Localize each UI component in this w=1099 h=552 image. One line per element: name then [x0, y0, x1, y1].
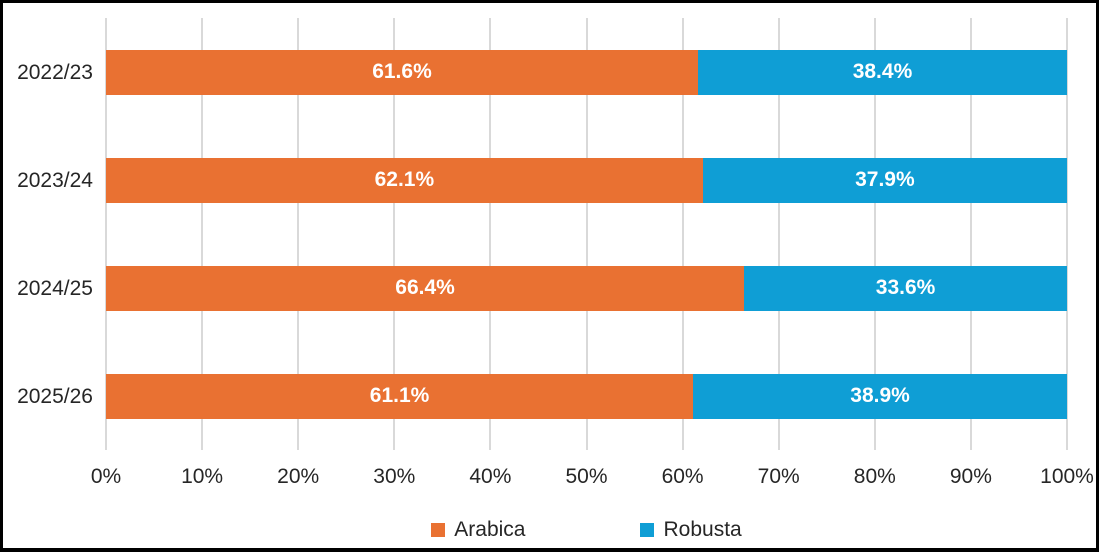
bar-segment-arabica: 61.6% — [106, 49, 698, 95]
x-tick-label: 10% — [181, 465, 224, 488]
x-tick-label: 70% — [757, 465, 800, 488]
data-label: 66.4% — [395, 276, 455, 299]
gridline — [777, 18, 780, 450]
legend-item-robusta: Robusta — [640, 518, 742, 542]
bar-segment-robusta: 33.6% — [744, 265, 1067, 311]
bar-row: 62.1% 37.9% — [106, 157, 1067, 203]
gridline — [681, 18, 684, 450]
legend-label: Arabica — [454, 518, 526, 541]
bar-row: 61.1% 38.9% — [106, 373, 1067, 419]
gridline — [1066, 18, 1068, 450]
gridline — [393, 18, 396, 450]
data-label: 33.6% — [875, 276, 936, 299]
legend-label: Robusta — [663, 518, 742, 541]
x-tick-label: 30% — [373, 465, 416, 488]
category-label: 2025/26 — [17, 384, 93, 408]
data-label: 62.1% — [374, 168, 435, 191]
bar-segment-arabica: 62.1% — [106, 157, 703, 203]
x-tick-label: 0% — [90, 465, 122, 488]
gridline — [201, 18, 204, 450]
legend: Arabica Robusta — [106, 516, 1067, 544]
bar-segment-robusta: 38.9% — [693, 373, 1067, 419]
gridline — [297, 18, 300, 450]
data-label: 38.9% — [850, 384, 910, 407]
data-label: 61.6% — [372, 60, 432, 83]
x-tick-label: 80% — [853, 465, 896, 488]
bar-segment-arabica: 66.4% — [106, 265, 745, 311]
x-tick-label: 90% — [949, 465, 992, 488]
gridline — [585, 18, 588, 450]
gridline — [873, 18, 876, 450]
data-label: 37.9% — [855, 168, 915, 191]
x-tick-label: 60% — [661, 465, 704, 488]
legend-swatch-icon — [640, 523, 655, 537]
data-label: 38.4% — [852, 60, 913, 83]
bar-row: 66.4% 33.6% — [106, 265, 1067, 311]
data-label: 61.1% — [369, 384, 430, 407]
bar-segment-robusta: 37.9% — [702, 157, 1067, 203]
bar-row: 61.6% 38.4% — [106, 49, 1067, 95]
gridline — [105, 18, 107, 450]
legend-swatch-icon — [431, 523, 446, 537]
x-tick-label: 40% — [469, 465, 512, 488]
x-tick-label: 50% — [565, 465, 608, 488]
bar-segment-arabica: 61.1% — [106, 373, 694, 419]
category-label: 2022/23 — [17, 60, 93, 84]
x-tick-label: 100% — [1040, 465, 1094, 488]
gridline — [969, 18, 972, 450]
category-label: 2023/24 — [17, 168, 93, 192]
category-label: 2024/25 — [17, 276, 93, 300]
gridline — [489, 18, 492, 450]
legend-item-arabica: Arabica — [431, 518, 525, 542]
bar-segment-robusta: 38.4% — [697, 49, 1067, 95]
x-tick-label: 20% — [277, 465, 320, 488]
